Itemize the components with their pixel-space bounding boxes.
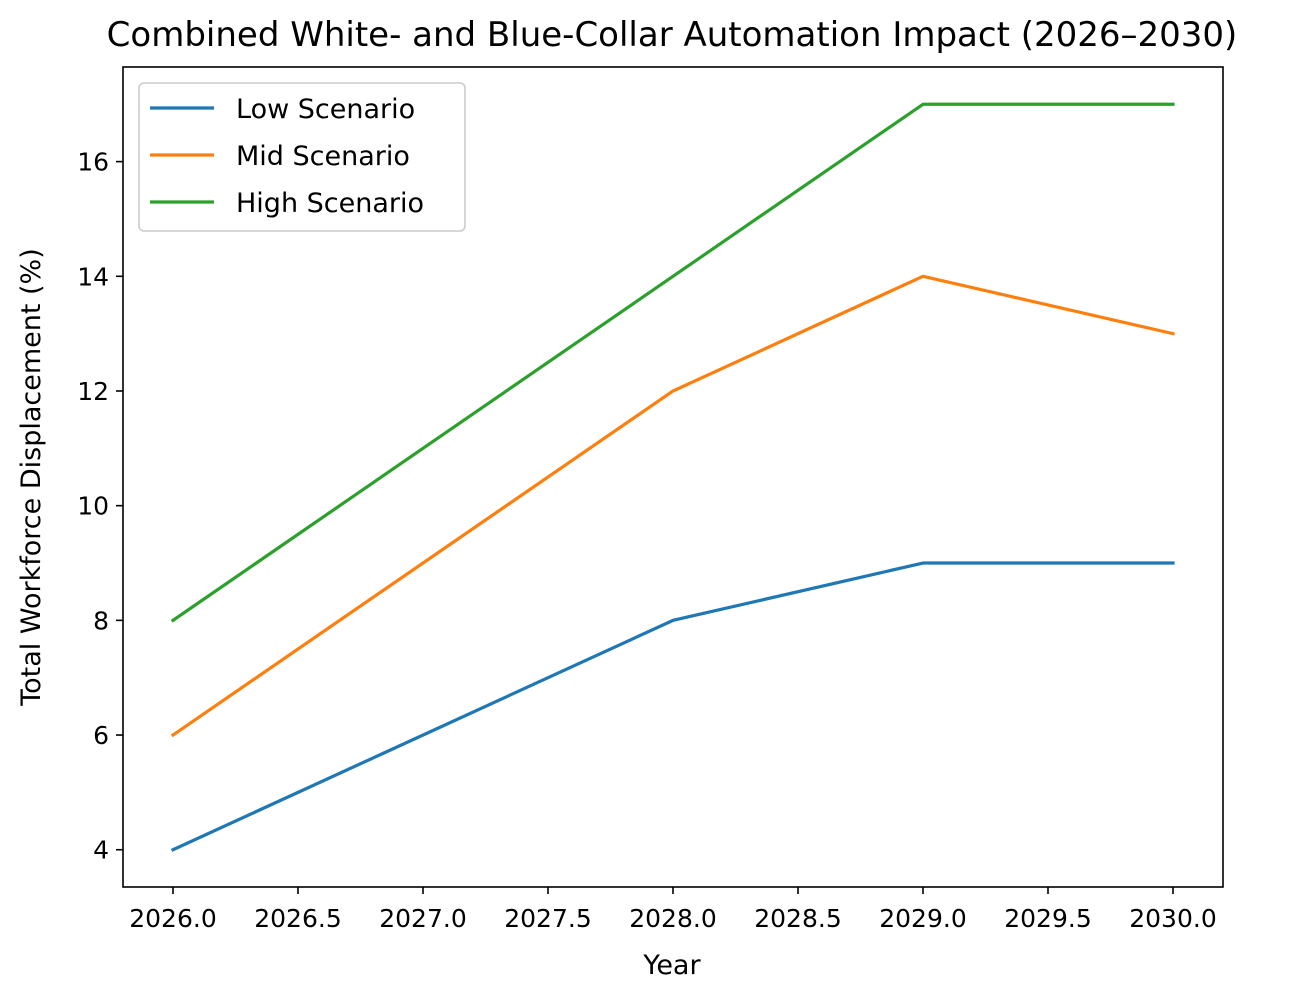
x-tick-label: 2026.5 [254, 904, 341, 933]
plot-area: 2026.0 2026.5 2027.0 2027.5 2028.0 2028.5 2029… [77, 66, 1224, 933]
chart-title: Combined White- and Blue-Collar Automati… [107, 15, 1238, 55]
y-tick-label: 6 [93, 721, 109, 750]
x-tick-label: 2029.0 [879, 904, 966, 933]
x-tick-label: 2027.5 [504, 904, 591, 933]
y-tick-label: 8 [93, 606, 109, 635]
legend: Low Scenario Mid Scenario High Scenario [138, 82, 466, 232]
y-axis-label: Total Workforce Displacement (%) [16, 248, 47, 707]
x-tick-label: 2028.5 [754, 904, 841, 933]
x-tick-label: 2030.0 [1129, 904, 1216, 933]
series-line-high-scenario [170, 102, 1175, 623]
series-line-low-scenario [170, 561, 1175, 852]
legend-label: Low Scenario [236, 94, 415, 125]
y-tick-label: 4 [93, 836, 109, 865]
x-axis-label: Year [642, 950, 701, 981]
y-tick-label: 14 [77, 262, 109, 291]
x-tick-label: 2026.0 [129, 904, 216, 933]
x-tick-label: 2028.0 [629, 904, 716, 933]
legend-label: High Scenario [236, 188, 424, 219]
y-tick-label: 12 [77, 377, 109, 406]
x-tick-label: 2027.0 [379, 904, 466, 933]
legend-box [138, 82, 466, 232]
y-tick-label: 10 [77, 492, 109, 521]
series-line-mid-scenario [170, 274, 1175, 738]
legend-label: Mid Scenario [236, 141, 410, 172]
x-tick-label: 2029.5 [1004, 904, 1091, 933]
y-tick-label: 16 [77, 148, 109, 177]
